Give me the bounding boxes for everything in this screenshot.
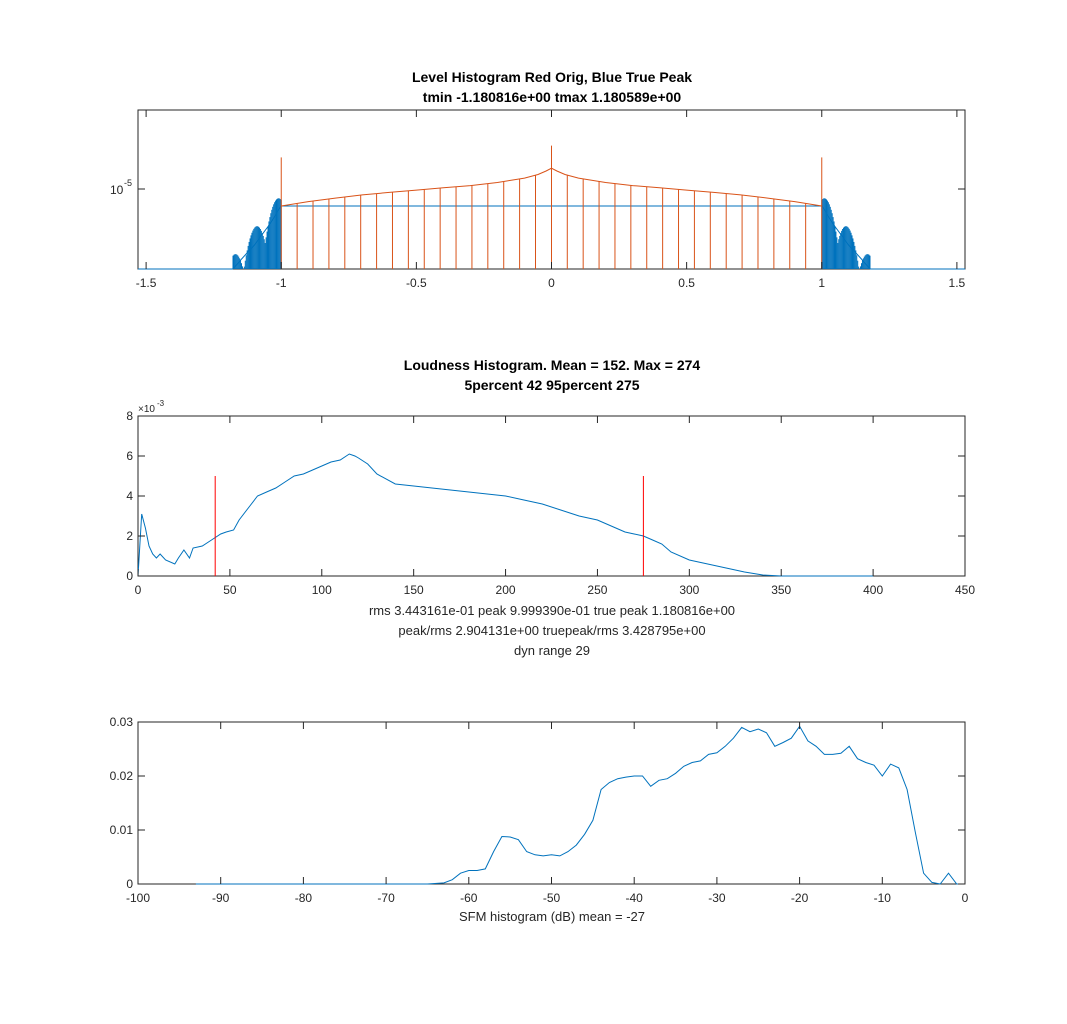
y-exponent-label: ×10 -3 <box>138 399 165 415</box>
sfm-histogram-axes <box>137 721 966 885</box>
x-tick-label: 250 <box>587 583 607 597</box>
y-tick-label: 0.02 <box>110 769 134 783</box>
x-tick-label: -0.5 <box>406 276 427 290</box>
loudness-histogram-series <box>137 453 874 577</box>
level-histogram-panel: Level Histogram Red Orig, Blue True Peak… <box>110 69 966 290</box>
x-tick-label: 450 <box>955 583 975 597</box>
x-tick-label: -40 <box>626 891 644 905</box>
sfm-histogram-x-ticks: -100 -90 -80 -70 -60 -50 -40 -30 -20 -10 0 <box>126 722 969 905</box>
level-histogram-title: Level Histogram Red Orig, Blue True Peak <box>412 69 692 85</box>
y-exponent-multiplier: ×10 <box>138 404 155 415</box>
y-tick-label: 8 <box>126 409 133 423</box>
x-tick-label: 0 <box>548 276 555 290</box>
x-tick-label: 1.5 <box>949 276 966 290</box>
x-tick-label: 0 <box>962 891 969 905</box>
y-tick-label-base: 10 <box>110 183 124 197</box>
x-tick-label: 100 <box>312 583 332 597</box>
x-tick-label: 0 <box>135 583 142 597</box>
x-tick-label: -1.5 <box>136 276 157 290</box>
level-histogram-series <box>138 145 965 270</box>
loudness-xlabel-line-3: dyn range 29 <box>514 643 590 658</box>
x-tick-label: 300 <box>679 583 699 597</box>
loudness-histogram-x-ticks: 0 50 100 150 200 250 300 350 400 450 <box>135 416 975 597</box>
level-histogram-subtitle: tmin -1.180816e+00 tmax 1.180589e+00 <box>423 89 682 105</box>
y-tick-label: 0.01 <box>110 823 134 837</box>
x-tick-label: 400 <box>863 583 883 597</box>
y-exponent-value: -3 <box>157 399 165 408</box>
y-tick-label: 0.03 <box>110 715 134 729</box>
x-tick-label: 1 <box>818 276 825 290</box>
sfm-histogram-series <box>195 725 965 885</box>
x-tick-label: 150 <box>404 583 424 597</box>
x-tick-label: -60 <box>460 891 478 905</box>
loudness-histogram-y-ticks: 0 2 4 6 8 <box>126 409 965 583</box>
x-tick-label: -80 <box>295 891 313 905</box>
y-tick-label: 0 <box>126 877 133 891</box>
loudness-histogram-title: Loudness Histogram. Mean = 152. Max = 27… <box>404 357 701 373</box>
loudness-histogram-axes <box>137 415 966 577</box>
y-tick-label: 2 <box>126 529 133 543</box>
x-tick-label: 50 <box>223 583 237 597</box>
x-tick-label: -1 <box>276 276 287 290</box>
x-tick-label: -20 <box>791 891 809 905</box>
loudness-xlabel-line-2: peak/rms 2.904131e+00 truepeak/rms 3.428… <box>398 623 705 638</box>
y-tick-label-exponent: -5 <box>124 178 132 188</box>
sfm-histogram-y-ticks: 0 0.01 0.02 0.03 <box>110 715 965 891</box>
series-line <box>137 453 874 577</box>
orig-comb-lines <box>280 145 823 269</box>
sfm-histogram-panel: -100 -90 -80 -70 -60 -50 -40 -30 -20 -10 0 00.010.… <box>110 715 969 924</box>
y-tick-label: 0 <box>126 569 133 583</box>
y-tick-label: 4 <box>126 489 133 503</box>
sfm-xlabel: SFM histogram (dB) mean = -27 <box>459 909 645 924</box>
loudness-histogram-subtitle: 5percent 42 95percent 275 <box>464 377 639 393</box>
level-histogram-x-ticks: -1.5 -1 -0.5 0 0.5 1 1.5 <box>136 110 966 290</box>
x-tick-label: 0.5 <box>678 276 695 290</box>
loudness-histogram-panel: Loudness Histogram. Mean = 152. Max = 27… <box>126 357 975 658</box>
y-tick-label: 6 <box>126 449 133 463</box>
loudness-xlabel-line-1: rms 3.443161e-01 peak 9.999390e-01 true … <box>369 603 735 618</box>
x-tick-label: -50 <box>543 891 561 905</box>
series-line <box>195 725 965 885</box>
level-histogram-y-tick: 10 -5 <box>110 178 965 197</box>
x-tick-label: -90 <box>212 891 230 905</box>
true-peak-tail-spikes <box>232 198 871 269</box>
x-tick-label: -10 <box>874 891 892 905</box>
x-tick-label: -70 <box>377 891 395 905</box>
x-tick-label: -100 <box>126 891 150 905</box>
x-tick-label: -30 <box>708 891 726 905</box>
x-tick-label: 200 <box>496 583 516 597</box>
x-tick-label: 350 <box>771 583 791 597</box>
